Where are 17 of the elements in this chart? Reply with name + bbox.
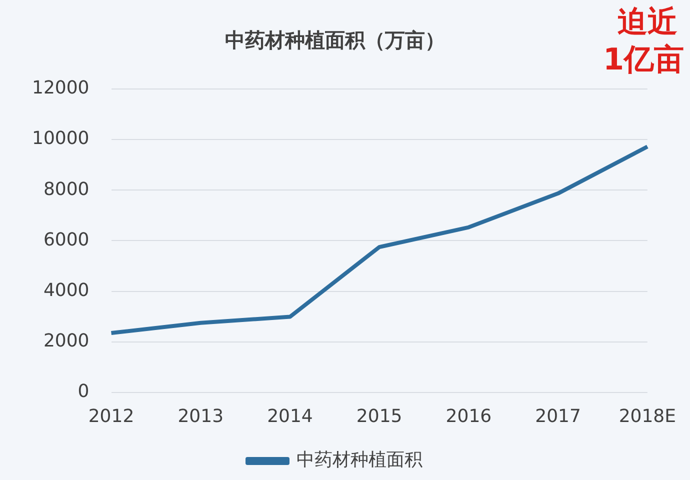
- x-tick-label: 2016: [446, 406, 492, 427]
- y-tick-label: 2000: [43, 330, 90, 352]
- x-tick-label: 2015: [356, 406, 402, 427]
- x-tick-label: 2012: [88, 406, 134, 427]
- chart-title: 中药材种植面积（万亩）: [225, 28, 445, 52]
- y-tick-label: 0: [78, 381, 90, 402]
- y-tick-label: 8000: [43, 178, 90, 200]
- y-tick-label: 10000: [32, 128, 90, 150]
- annotation: 迫近 1亿亩: [603, 4, 684, 78]
- y-tick-label: 6000: [43, 229, 90, 250]
- y-tick-label: 12000: [32, 78, 90, 99]
- x-tick-label: 2018E: [618, 406, 676, 427]
- x-tick-label: 2017: [535, 406, 581, 427]
- legend-label: 中药材种植面积: [296, 450, 422, 471]
- x-tick-label: 2014: [267, 406, 313, 427]
- y-tick-label: 4000: [43, 280, 90, 301]
- x-tick-label: 2013: [178, 406, 224, 427]
